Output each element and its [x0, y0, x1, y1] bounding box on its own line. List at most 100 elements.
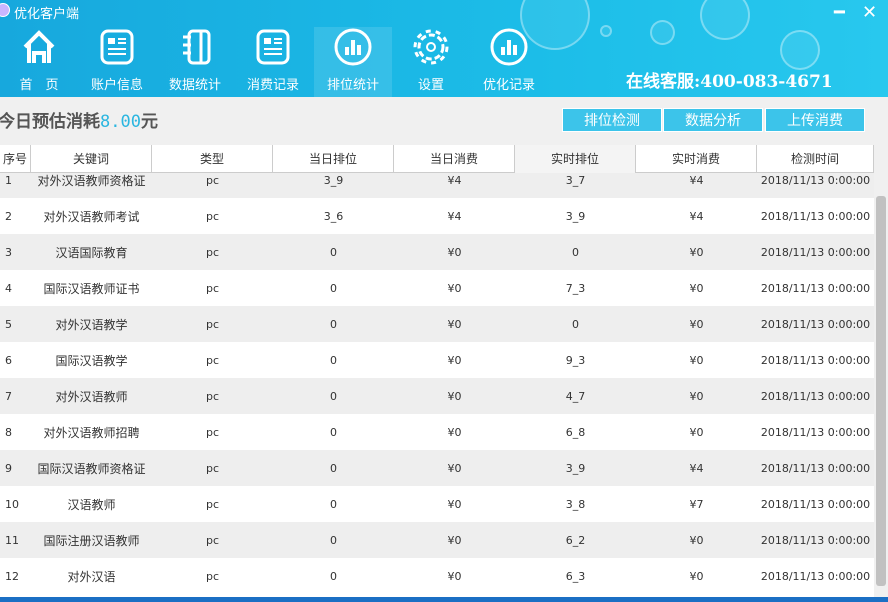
table-cell: pc [205, 389, 220, 403]
table-row[interactable]: 1 对外汉语教师资格证 pc 3_9 ¥4 3_7 ¥4 2018/11/13 0:00:00 [0, 173, 874, 198]
table-cell: 2018/11/13 0:00:00 [760, 173, 871, 187]
table-cell: pc [205, 173, 220, 187]
nav-item-6[interactable]: 优化记录 [470, 27, 548, 97]
table-cell: 0 [330, 245, 337, 259]
table-cell: ¥0 [689, 389, 704, 403]
table-row[interactable]: 12 对外汉语 pc 0 ¥0 6_3 ¥0 2018/11/13 0:00:00 [0, 558, 874, 594]
column-header[interactable]: 检测时间 [757, 145, 874, 173]
table-cell: 国际注册汉语教师 [43, 533, 140, 548]
title-bar: 优化客户端 ━ ✕ 首 页 账户信息 数据统计 消费记录 排位统计 设置 优化记录 在线客服… [0, 0, 888, 97]
scrollbar[interactable] [874, 172, 888, 597]
table-cell: pc [205, 281, 220, 295]
table-cell: ¥0 [447, 281, 462, 295]
table-cell: 4_7 [565, 389, 586, 403]
table-cell: ¥4 [447, 173, 462, 187]
table-row[interactable]: 3 汉语国际教育 pc 0 ¥0 0 ¥0 2018/11/13 0:00:00 [0, 234, 874, 270]
table-cell: 0 [330, 533, 337, 547]
table-cell: ¥4 [689, 461, 704, 475]
data-analysis-button[interactable]: 数据分析 [663, 108, 763, 132]
table-cell: ¥0 [689, 353, 704, 367]
table-cell: ¥4 [689, 209, 704, 223]
table-cell: ¥0 [447, 461, 462, 475]
table-cell: pc [205, 245, 220, 259]
table-cell: 2018/11/13 0:00:00 [760, 245, 871, 259]
table-cell: 0 [330, 461, 337, 475]
table-cell: 2018/11/13 0:00:00 [760, 461, 871, 475]
table-row[interactable]: 9 国际汉语教师资格证 pc 0 ¥0 3_9 ¥4 2018/11/13 0:00:00 [0, 450, 874, 486]
column-header[interactable]: 实时消费 [636, 145, 757, 173]
nav-label: 账户信息 [90, 78, 143, 93]
minimize-button[interactable]: ━ [834, 2, 845, 23]
nav-item-3[interactable]: 消费记录 [234, 27, 312, 97]
table-row[interactable]: 11 国际注册汉语教师 pc 0 ¥0 6_2 ¥0 2018/11/13 0:00:00 [0, 522, 874, 558]
table-cell: 3_9 [565, 209, 586, 223]
column-header[interactable]: 当日消费 [394, 145, 515, 173]
table-cell: 2018/11/13 0:00:00 [760, 389, 871, 403]
table-cell: 2018/11/13 0:00:00 [760, 497, 871, 511]
table-cell: 0 [330, 425, 337, 439]
table-cell: 2018/11/13 0:00:00 [760, 317, 871, 331]
table-cell: 对外汉语教学 [55, 317, 128, 332]
table-row[interactable]: 8 对外汉语教师招聘 pc 0 ¥0 6_8 ¥0 2018/11/13 0:00:00 [0, 414, 874, 450]
table-cell: ¥0 [447, 389, 462, 403]
table-cell: 2018/11/13 0:00:00 [760, 425, 871, 439]
table-cell: 对外汉语 [67, 569, 116, 584]
column-header[interactable]: 序号 [0, 145, 31, 173]
table-cell: 7_3 [565, 281, 586, 295]
table-cell: 对外汉语教师招聘 [43, 425, 140, 440]
column-header[interactable]: 当日排位 [273, 145, 394, 173]
scrollbar-thumb[interactable] [876, 196, 886, 586]
table-cell: pc [205, 569, 220, 583]
table-row[interactable]: 5 对外汉语教学 pc 0 ¥0 0 ¥0 2018/11/13 0:00:00 [0, 306, 874, 342]
table-cell: 汉语国际教育 [55, 245, 128, 260]
table-cell: pc [205, 317, 220, 331]
table-cell: 3_9 [565, 461, 586, 475]
column-header[interactable]: 关键词 [31, 145, 152, 173]
estimate-text: 今日预估消耗8.00元 [0, 112, 158, 132]
table-cell: 5 [5, 317, 12, 331]
table-cell: ¥0 [689, 281, 704, 295]
table-cell: 4 [5, 281, 12, 295]
column-header[interactable]: 实时排位 [515, 145, 636, 173]
column-header[interactable]: 类型 [152, 145, 273, 173]
table-cell: 3_7 [565, 173, 586, 187]
nav-item-4[interactable]: 排位统计 [314, 27, 392, 97]
nav-item-0[interactable]: 首 页 [0, 27, 78, 97]
table-row[interactable]: 2 对外汉语教师考试 pc 3_6 ¥4 3_9 ¥4 2018/11/13 0:00:00 [0, 198, 874, 234]
rank-check-button[interactable]: 排位检测 [562, 108, 662, 132]
table-cell: 6_2 [565, 533, 586, 547]
nav-label: 数据统计 [168, 78, 221, 93]
table-cell: pc [205, 209, 220, 223]
table-row[interactable]: 10 汉语教师 pc 0 ¥0 3_8 ¥7 2018/11/13 0:00:00 [0, 486, 874, 522]
nav-item-2[interactable]: 数据统计 [156, 27, 234, 97]
table-row[interactable]: 6 国际汉语教学 pc 0 ¥0 9_3 ¥0 2018/11/13 0:00:00 [0, 342, 874, 378]
table-cell: 3_9 [323, 173, 344, 187]
nav-item-1[interactable]: 账户信息 [78, 27, 156, 97]
table-cell: ¥7 [689, 497, 704, 511]
nav-label: 优化记录 [482, 78, 535, 93]
table-cell: 2018/11/13 0:00:00 [760, 281, 871, 295]
table-cell: 0 [330, 317, 337, 331]
upload-cost-button[interactable]: 上传消费 [765, 108, 865, 132]
table-row[interactable]: 4 国际汉语教师证书 pc 0 ¥0 7_3 ¥0 2018/11/13 0:00:00 [0, 270, 874, 306]
table-cell: ¥0 [447, 353, 462, 367]
close-button[interactable]: ✕ [862, 2, 878, 23]
table-cell: 3_8 [565, 497, 586, 511]
table-cell: ¥0 [689, 425, 704, 439]
table-cell: 对外汉语教师考试 [43, 209, 140, 224]
table-cell: 对外汉语教师资格证 [37, 173, 146, 188]
nav-item-5[interactable]: 设置 [392, 27, 470, 97]
table-cell: 2018/11/13 0:00:00 [760, 209, 871, 223]
table-cell: 2018/11/13 0:00:00 [760, 353, 871, 367]
table-cell: 2 [5, 209, 12, 223]
table-cell: 0 [330, 569, 337, 583]
table-cell: 0 [330, 497, 337, 511]
table-cell: ¥0 [689, 317, 704, 331]
table-cell: 0 [572, 317, 579, 331]
table-cell: 国际汉语教学 [55, 353, 128, 368]
table-cell: pc [205, 533, 220, 547]
nav-label: 排位统计 [326, 78, 379, 93]
table-cell: ¥0 [689, 533, 704, 547]
table-cell: ¥0 [447, 533, 462, 547]
table-row[interactable]: 7 对外汉语教师 pc 0 ¥0 4_7 ¥0 2018/11/13 0:00:00 [0, 378, 874, 414]
